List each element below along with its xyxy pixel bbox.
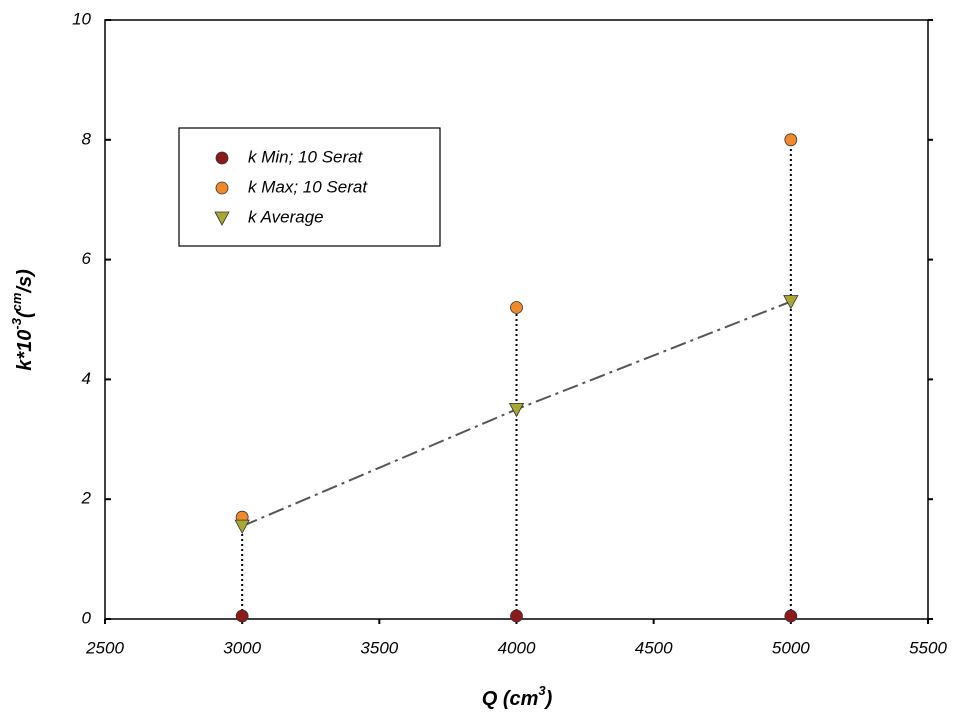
y-tick-label: 2 <box>81 489 92 508</box>
legend-marker <box>215 151 229 165</box>
data-point <box>508 402 525 418</box>
y-tick-label: 4 <box>82 369 91 388</box>
x-tick-label: 4500 <box>635 638 673 657</box>
data-point <box>235 609 249 623</box>
x-axis-label: Q (cm3) <box>482 683 553 710</box>
data-point <box>510 301 523 314</box>
legend-marker <box>214 211 230 226</box>
legend-marker <box>215 181 229 195</box>
x-tick-label: 3000 <box>223 638 261 657</box>
y-tick-label: 8 <box>82 129 92 148</box>
x-tick-label: 2500 <box>85 638 124 657</box>
x-tick-label: 5500 <box>909 638 947 657</box>
legend-label: k Max; 10 Serat <box>248 177 368 196</box>
y-tick-label: 6 <box>82 249 92 268</box>
y-tick-label: 0 <box>82 608 92 627</box>
data-point <box>234 519 250 534</box>
data-point <box>784 133 798 147</box>
y-axis-label: k*10-3(cm/s) <box>9 269 36 371</box>
data-point <box>510 609 523 623</box>
data-point <box>784 609 798 623</box>
legend-label: k Min; 10 Serat <box>248 147 364 166</box>
legend-label: k Average <box>248 207 324 226</box>
legend: k Min; 10 Serat k Max; 10 Serat k Average <box>178 127 441 247</box>
data-point <box>783 295 799 310</box>
x-tick-label: 4000 <box>498 638 536 657</box>
x-tick-label: 3500 <box>360 638 398 657</box>
x-tick-label: 5000 <box>772 638 810 657</box>
y-tick-label: 10 <box>72 9 91 28</box>
